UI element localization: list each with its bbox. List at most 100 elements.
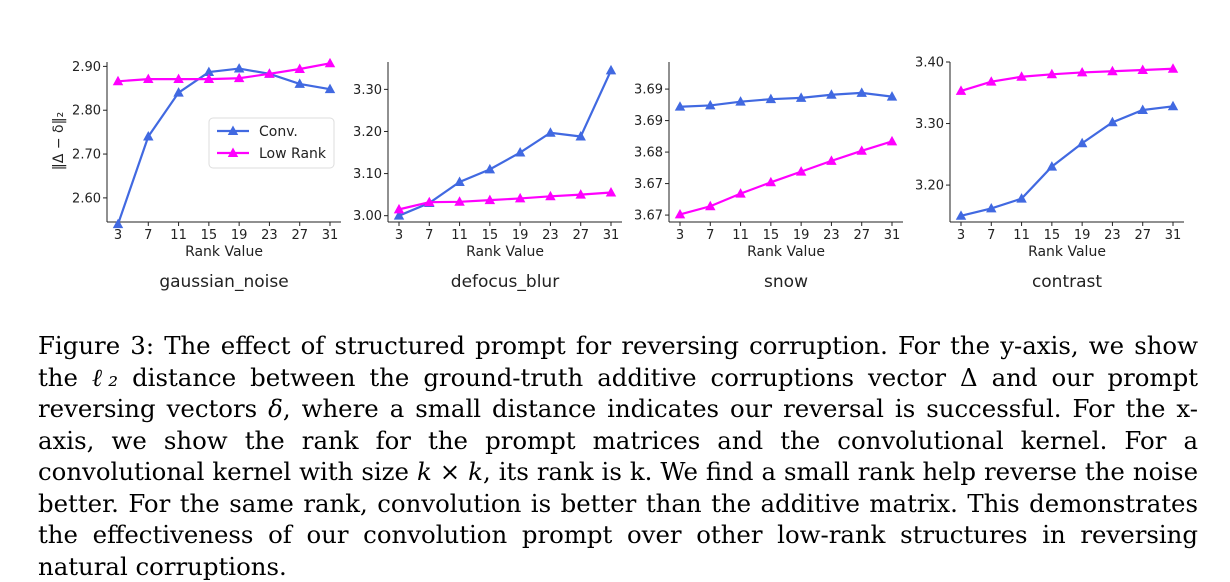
x-tick-label: 11 [1013,228,1030,243]
data-point [826,89,837,99]
series-line-conv [116,67,331,225]
data-point [173,73,184,84]
data-point [1076,137,1088,148]
y-tick-label: 2.80 [72,104,101,119]
x-tick-label: 27 [1134,228,1151,243]
x-tick-label: 11 [451,228,468,243]
data-point [795,166,807,176]
y-tick-label: 2.90 [72,60,101,75]
x-tick-label: 23 [261,228,278,243]
caption-delta-big: Δ [960,362,978,392]
data-point [765,176,777,187]
data-point [233,63,245,73]
data-point [1107,116,1118,127]
y-tick-label: 3.68 [634,146,663,161]
y-tick-label: 3.30 [915,117,944,132]
x-tick-label: 7 [706,228,714,243]
data-point [545,190,556,201]
x-tick-label: 3 [676,228,684,243]
data-point [1046,68,1058,79]
data-point [575,131,586,141]
data-point [454,196,465,206]
y-tick-label: 3.40 [915,56,944,71]
y-tick-label: 2.60 [72,191,101,206]
data-point [674,101,686,111]
figure-caption: Figure 3: The effect of structured promp… [38,330,1198,582]
data-point [886,91,898,101]
x-tick-label: 31 [603,228,620,243]
data-point [605,64,617,75]
x-tick-label: 7 [425,228,433,243]
data-point [826,155,837,165]
y-tick-label: 3.69 [634,114,663,129]
x-tick-label: 15 [201,228,218,243]
caption-part-4: , where a small distance indicates our r… [38,394,1198,486]
x-tick-label: 7 [987,228,995,243]
data-point [1016,193,1027,203]
data-point [605,187,617,197]
series-line-conv [398,69,613,217]
data-point [1137,64,1148,74]
data-point [1167,63,1179,73]
data-point [203,73,215,84]
data-point [424,196,435,207]
data-point [294,63,305,73]
y-tick-label: 3.20 [353,125,382,140]
x-tick-label: 31 [884,228,901,243]
data-point [233,72,245,83]
x-tick-label: 15 [482,228,499,243]
chart-panel-0: 2.60 2.70 2.80 2.90 3 7 11 15 19 23 27 31 Rank Value… [72,57,341,292]
panel-subtitle: defocus_blur [451,272,559,292]
x-tick-label: 27 [291,228,308,243]
data-point [674,208,686,219]
panel-subtitle: contrast [1032,272,1102,292]
y-tick-label: 3.69 [634,83,663,98]
series-line-low-rank [398,191,612,211]
chart-panel-1: 3.00 3.10 3.20 3.30 3 7 11 15 19 23 27 31 Rank Value… [353,62,622,292]
data-point [955,85,967,95]
caption-kxk: k × k [416,457,483,486]
data-point [143,73,154,84]
x-tick-label: 11 [170,228,187,243]
data-point [1167,100,1179,111]
data-point [795,92,807,102]
data-point [112,75,124,86]
data-point [203,66,215,77]
data-point [514,147,526,157]
chart-panel-2: 3.67 3.67 3.68 3.69 3.69 3 7 11 15 19 23 27 31 Rank V… [634,62,903,292]
y-tick-label: 3.30 [353,83,382,98]
data-point [393,210,405,220]
legend-label: Low Rank [259,146,327,162]
x-tick-label: 31 [322,228,339,243]
caption-part-1: Figure 3: The effect of structured promp… [38,331,1198,392]
data-point [765,93,777,104]
x-tick-label: 23 [823,228,840,243]
x-tick-label: 3 [957,228,965,243]
y-axis-label: ‖Δ − δ‖₂ [51,112,67,170]
x-axis-label: Rank Value [1028,244,1106,260]
data-point [1046,161,1058,171]
series-line-low-rank [117,62,331,83]
series-line-conv [960,105,1174,217]
x-tick-label: 15 [1044,228,1061,243]
legend: Conv. Low Rank [208,117,335,169]
x-tick-label: 3 [114,228,122,243]
data-point [294,78,305,88]
data-point [484,194,496,205]
data-point [886,135,898,146]
data-point [986,202,997,213]
x-axis-label: Rank Value [185,244,263,260]
data-point [112,218,124,229]
data-point [514,192,526,203]
x-tick-label: 11 [732,228,749,243]
x-tick-label: 31 [1165,228,1182,243]
y-tick-label: 3.10 [353,167,382,182]
data-point [955,210,967,220]
data-point [1137,104,1148,114]
data-point [324,57,336,68]
data-point [735,96,746,106]
caption-part-5: , its rank is k. We find a small rank he… [38,457,1199,581]
legend-marker [227,147,239,157]
chart-panel-3: 3.20 3.30 3.40 3 7 11 15 19 23 27 31 Rank Value cont… [915,56,1184,292]
x-tick-label: 19 [512,228,529,243]
